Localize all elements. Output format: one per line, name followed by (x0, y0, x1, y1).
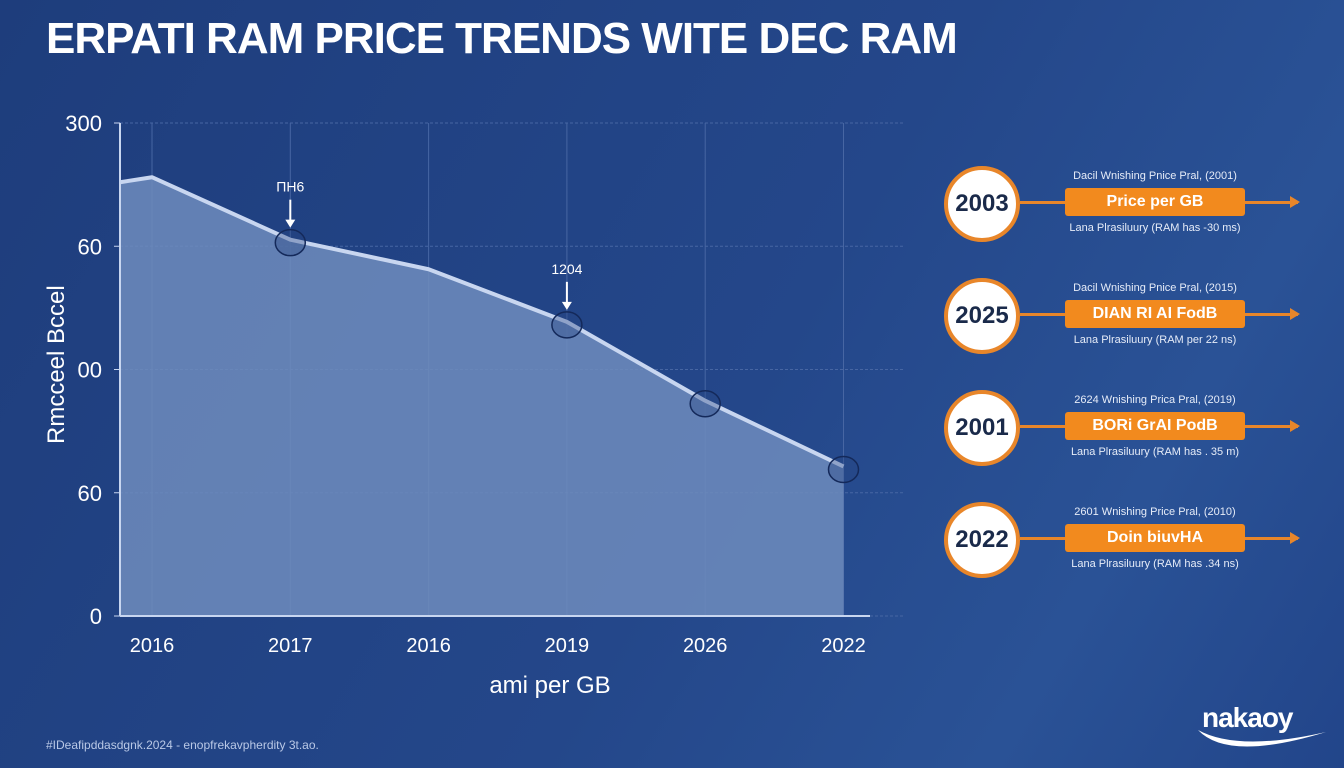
tick-labels: 0 60 00 60 300 2016 2017 2016 2019 2026 2022 (65, 111, 865, 657)
y-tick-label: 300 (65, 111, 102, 136)
arrow-right-icon (1290, 532, 1300, 544)
y-tick-label: 00 (78, 358, 102, 383)
x-tick-label: 2019 (545, 635, 590, 657)
timeline-item: 2025 Dacil Wnishing Pnice Pral, (2015) D… (940, 274, 1320, 358)
timeline-top-text: 2624 Wnishing Prica Pral, (2019) (1074, 394, 1236, 406)
year-badge: 2022 (944, 502, 1020, 578)
arrow-right-icon (1290, 420, 1300, 432)
timeline-top-text: 2601 Wnishing Price Pral, (2010) (1074, 506, 1236, 518)
data-marker (827, 455, 860, 484)
x-tick-label: 2026 (683, 635, 728, 657)
y-tick-label: 60 (78, 234, 102, 259)
annotation-arrowhead (285, 219, 296, 228)
annotation-label: 1204 (551, 261, 582, 277)
x-tick-label: 2016 (130, 635, 175, 657)
x-tick-label: 2022 (821, 635, 866, 657)
timeline-label-box: Price per GB (1065, 188, 1245, 216)
logo-swoosh-icon (1198, 730, 1326, 747)
area-fill (120, 177, 844, 617)
timeline-top-text: Dacil Wnishing Pnice Pral, (2001) (1073, 170, 1237, 182)
area-layer (119, 175, 845, 617)
timeline-item: 2003 Dacil Wnishing Pnice Pral, (2001) P… (940, 162, 1320, 246)
chart-title: ERPATI RAM PRICE TRENDS WITE DEC RAM (46, 14, 958, 63)
annotation-arrowhead (561, 301, 572, 310)
timeline-label-box: DIAN RI AI FodB (1065, 300, 1245, 328)
arrow-right-icon (1290, 196, 1300, 208)
data-marker (274, 228, 307, 257)
data-marker (551, 311, 583, 339)
data-marker (689, 389, 721, 418)
logo-text: nakaoy (1202, 702, 1293, 733)
timeline-bottom-text: Lana Plrasiluury (RAM per 22 ns) (1073, 334, 1237, 346)
annotation-label: ΠΗ6 (276, 179, 304, 195)
timeline-bottom-text: Lana Plrasiluury (RAM has .34 ns) (1071, 558, 1239, 570)
y-axis-label: Rmcceel Bccel (43, 285, 70, 444)
y-tick-label: 60 (78, 481, 102, 506)
x-tick-label: 2016 (406, 635, 451, 657)
axes (114, 122, 870, 617)
timeline-item: 2001 2624 Wnishing Prica Pral, (2019) BO… (940, 386, 1320, 470)
footer-text: #IDeafipddasdgnk.2024 - enopfrekavpherdi… (46, 738, 319, 752)
year-badge: 2001 (944, 390, 1020, 466)
year-badge: 2003 (944, 166, 1020, 242)
arrow-right-icon (1290, 308, 1300, 320)
x-tick-label: 2017 (268, 635, 313, 657)
logo: nakaoy (1188, 700, 1328, 760)
series-line (119, 175, 845, 469)
y-tick-label: 0 (90, 604, 102, 629)
timeline-bottom-text: Lana Plrasiluury (RAM has . 35 m) (1070, 446, 1240, 458)
timeline-item: 2022 2601 Wnishing Price Pral, (2010) Do… (940, 498, 1320, 582)
timeline-label-box: Doin biuvHA (1065, 524, 1245, 552)
x-axis-label: ami per GB (489, 672, 611, 699)
markers: ΠΗ6 1204 (274, 179, 860, 484)
timeline-bottom-text: Lana Plrasiluury (RAM has -30 ms) (1069, 222, 1241, 234)
timeline-label-box: BORi GrAI PodB (1065, 412, 1245, 440)
year-badge: 2025 (944, 278, 1020, 354)
timeline-top-text: Dacil Wnishing Pnice Pral, (2015) (1073, 282, 1237, 294)
